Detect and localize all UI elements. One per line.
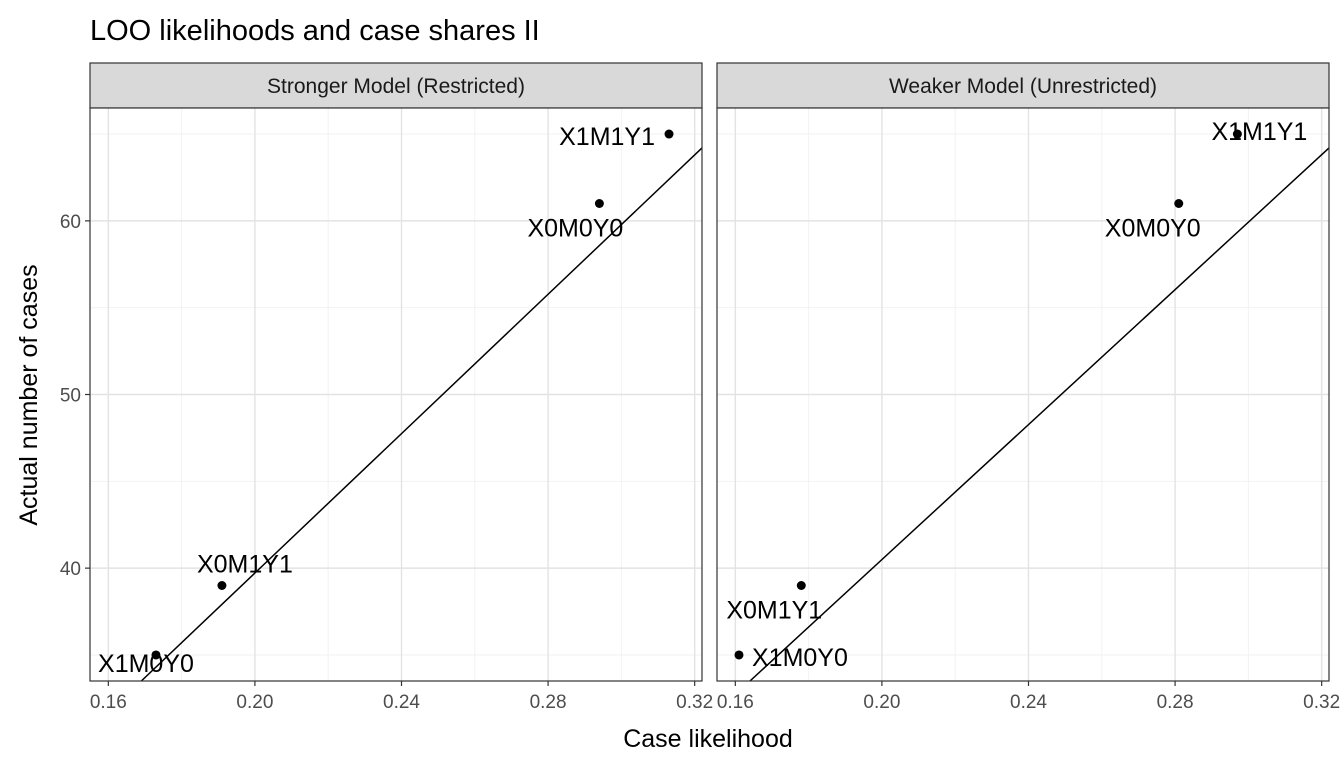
panel-strip	[716, 62, 1330, 109]
point-label-x1m1y1: X1M1Y1	[559, 123, 655, 151]
x-tick-label: 0.20	[236, 692, 273, 713]
data-point-x0m1y1	[217, 581, 227, 590]
panel-1: Stronger Model (Restricted) X1M1Y1 X0M0Y0 X…	[60, 62, 713, 713]
x-axis-title: Case likelihood	[623, 725, 793, 753]
data-point-x0m0y0	[1174, 199, 1184, 208]
point-label-x0m1y1: X0M1Y1	[197, 551, 293, 579]
point-label-x1m0y0: X1M0Y0	[752, 644, 848, 672]
panel-strip-label: Stronger Model (Restricted)	[267, 75, 525, 98]
fit-line	[749, 147, 1329, 681]
point-label-x1m0y0: X1M0Y0	[98, 650, 194, 678]
x-tick-label: 0.24	[383, 692, 420, 713]
point-label-x1m1y1: X1M1Y1	[1211, 118, 1307, 146]
y-tick-label: 40	[60, 559, 81, 580]
data-point-x1m1y1	[1232, 129, 1242, 139]
point-label-x0m0y0: X0M0Y0	[1105, 215, 1201, 243]
y-axis-title: Actual number of cases	[15, 264, 43, 525]
x-tick-label: 0.28	[1157, 692, 1194, 713]
data-point-x1m1y1	[664, 129, 674, 139]
chart-title: LOO likelihoods and case shares II	[90, 15, 540, 47]
data-point-x0m1y1	[796, 581, 806, 590]
y-tick-label: 50	[60, 386, 81, 407]
data-point-x1m0y0	[734, 650, 744, 660]
x-tick-label: 0.24	[1010, 692, 1047, 713]
fit-line	[140, 147, 702, 681]
point-label-x0m1y1: X0M1Y1	[726, 597, 822, 625]
x-tick-label: 0.32	[1303, 692, 1340, 713]
y-tick-label: 60	[60, 212, 81, 233]
panel-2: Weaker Model (Unrestricted) X1M1Y1 X0M0Y0 X…	[716, 62, 1340, 713]
panel-strip	[89, 62, 703, 109]
panel-border	[716, 107, 1330, 682]
point-label-x0m0y0: X0M0Y0	[527, 215, 623, 243]
x-tick-label: 0.32	[676, 692, 713, 713]
data-point-x0m0y0	[594, 199, 604, 208]
panel-strip-label: Weaker Model (Unrestricted)	[889, 75, 1157, 98]
x-tick-label: 0.20	[863, 692, 900, 713]
x-tick-label: 0.16	[717, 692, 754, 713]
x-tick-label: 0.16	[90, 692, 127, 713]
data-point-x1m0y0	[151, 650, 161, 660]
x-tick-label: 0.28	[530, 692, 567, 713]
